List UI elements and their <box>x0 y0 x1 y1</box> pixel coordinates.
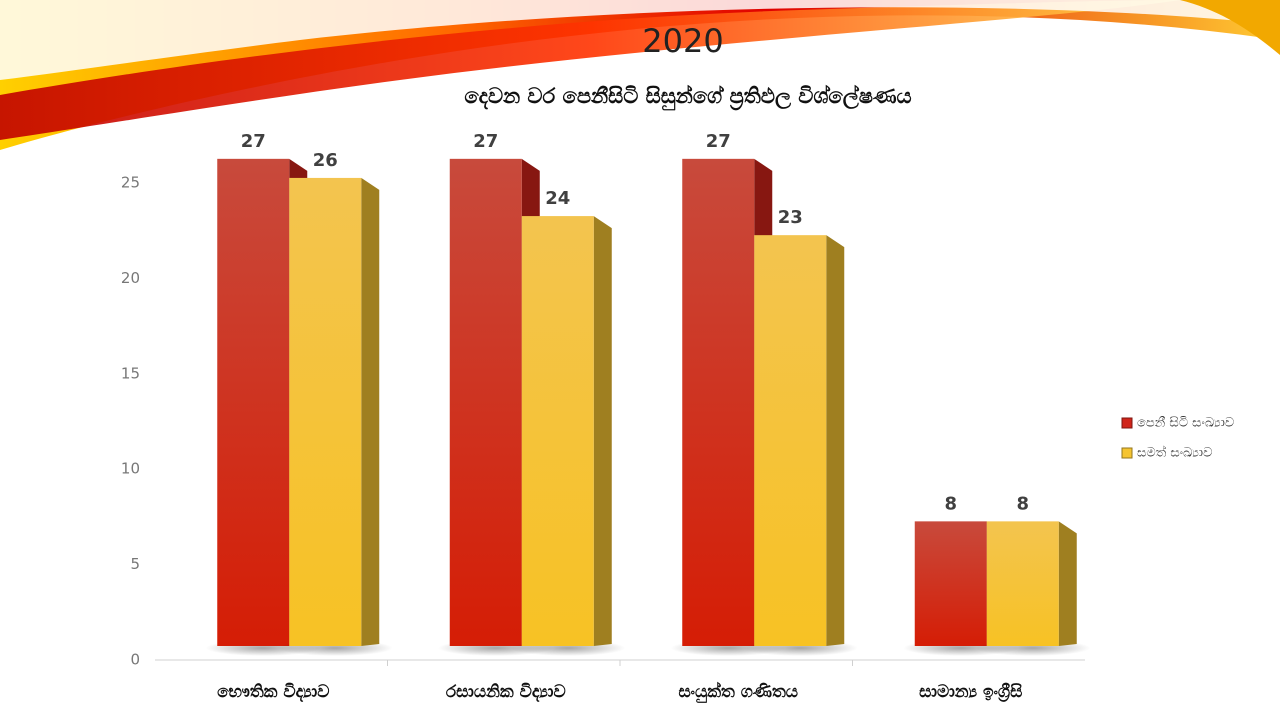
bar-side <box>361 177 380 647</box>
bar <box>510 216 626 656</box>
legend-swatch <box>1121 447 1133 459</box>
y-tick-label: 25 <box>121 174 140 192</box>
value-label: 27 <box>241 131 266 152</box>
bar <box>742 235 858 656</box>
x-tick-label: රසායනික විද්‍යාව <box>446 682 566 703</box>
x-tick-label: භෞතික විද්‍යාව <box>217 682 329 703</box>
value-label: 26 <box>313 150 338 171</box>
bar-front <box>521 216 594 646</box>
y-tick-label: 10 <box>121 460 140 478</box>
value-label: 27 <box>473 131 498 152</box>
legend-label: සමත් සංඛ්‍යාව <box>1137 444 1212 460</box>
decor-swirl <box>0 0 1280 150</box>
bar-front <box>914 521 987 646</box>
bar-front <box>449 158 522 646</box>
bar <box>975 521 1091 656</box>
bar-front <box>986 521 1059 646</box>
x-tick-label: සාමාන්‍ය ඉංග්‍රීසි <box>919 682 1022 703</box>
value-label: 27 <box>706 131 731 152</box>
chart-subtitle: දෙවන වර පෙනීසිටි සිසුන්ගේ ප්‍රතිඵල විශ්ල… <box>464 84 911 111</box>
bar-side <box>593 216 612 646</box>
value-label: 23 <box>778 207 803 228</box>
y-tick-label: 0 <box>130 651 140 669</box>
bar-front <box>754 235 827 646</box>
y-tick-label: 5 <box>130 555 140 573</box>
legend-swatch <box>1121 417 1133 429</box>
x-tick-label: සංයුක්ත ගණිතය <box>678 681 798 703</box>
chart-title: 2020 <box>642 22 723 60</box>
bar-side <box>826 235 845 646</box>
value-label: 8 <box>944 493 957 514</box>
bar-front <box>217 158 290 646</box>
bar-side <box>1058 521 1077 646</box>
y-tick-label: 15 <box>121 364 140 382</box>
bar-front <box>289 177 362 647</box>
bar <box>277 177 393 656</box>
bar-front <box>682 158 755 646</box>
y-tick-label: 20 <box>121 269 140 287</box>
value-label: 8 <box>1016 493 1029 514</box>
value-label: 24 <box>545 188 570 209</box>
legend-label: පෙනී සිටි සංඛ්‍යාව <box>1137 416 1234 431</box>
